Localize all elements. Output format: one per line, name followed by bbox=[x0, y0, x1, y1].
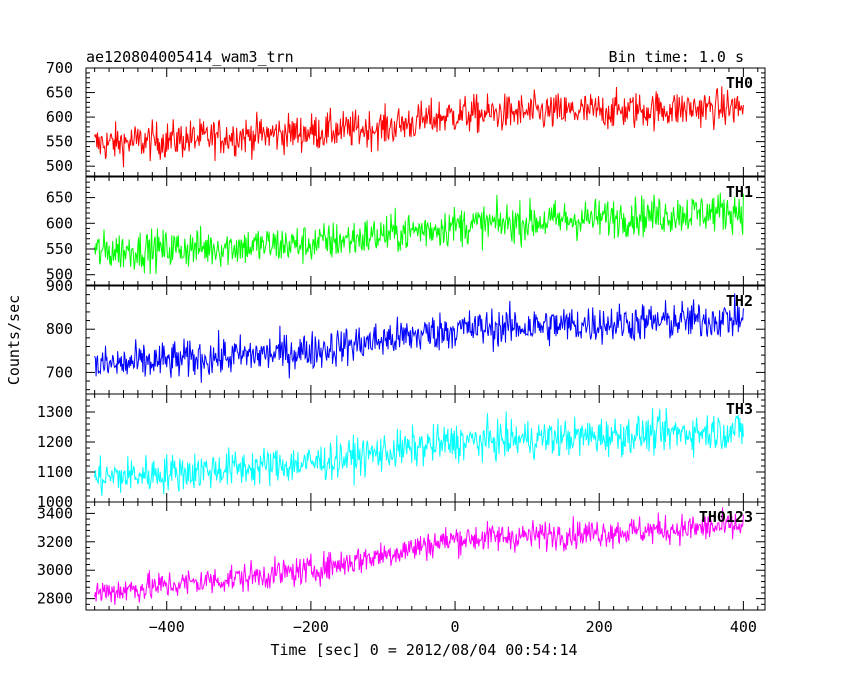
series-line-th0123 bbox=[94, 507, 744, 605]
y-tick-label: 650 bbox=[46, 84, 73, 102]
y-tick-label: 500 bbox=[46, 157, 73, 175]
channel-label: TH1 bbox=[726, 183, 753, 201]
panel-frame bbox=[85, 176, 766, 286]
x-tick-label: 400 bbox=[730, 618, 757, 636]
y-tick-label: 900 bbox=[46, 277, 73, 295]
panel-th1: 500 550 600 650 TH1 bbox=[46, 176, 766, 286]
y-tick-label: 3200 bbox=[37, 533, 73, 551]
channel-label: TH0123 bbox=[699, 508, 753, 526]
y-tick-label: 3400 bbox=[37, 504, 73, 522]
series-line-th1 bbox=[94, 192, 744, 275]
panel-frame bbox=[85, 501, 766, 611]
channel-label: TH3 bbox=[726, 400, 753, 418]
y-tick-label: 1000 bbox=[37, 493, 73, 511]
y-tick-label: 500 bbox=[46, 266, 73, 284]
y-tick-label: 1300 bbox=[37, 403, 73, 421]
series-line-th2 bbox=[94, 293, 744, 383]
y-tick-label: 1100 bbox=[37, 463, 73, 481]
panel-th0: 500 550 600 650 700 TH0 bbox=[46, 59, 766, 177]
y-tick-label: 3000 bbox=[37, 561, 73, 579]
y-tick-label: 550 bbox=[46, 133, 73, 151]
series-line-th3 bbox=[94, 407, 744, 496]
y-tick-label: 1200 bbox=[37, 433, 73, 451]
x-tick-label: −200 bbox=[293, 618, 329, 636]
y-tick-label: 650 bbox=[46, 189, 73, 207]
panel-th0123: 2800 3000 3200 3400 TH0123 bbox=[37, 501, 766, 611]
y-tick-label: 700 bbox=[46, 59, 73, 77]
y-axis-label: Counts/sec bbox=[5, 295, 23, 385]
panel-th3: 1000 1100 1200 1300 TH3 bbox=[37, 393, 766, 511]
x-tick-label: 0 bbox=[451, 618, 460, 636]
panel-frame bbox=[85, 285, 766, 395]
chart-title: ae120804005414_wam3_trn bbox=[86, 48, 294, 66]
x-tick-label: 200 bbox=[586, 618, 613, 636]
panel-th2: 700 800 900 TH2 bbox=[46, 277, 766, 395]
y-tick-label: 2800 bbox=[37, 590, 73, 608]
channel-label: TH0 bbox=[726, 74, 753, 92]
y-tick-label: 550 bbox=[46, 240, 73, 258]
x-tick-label: −400 bbox=[149, 618, 185, 636]
bin-time-label: Bin time: 1.0 s bbox=[609, 48, 744, 66]
channel-label: TH2 bbox=[726, 292, 753, 310]
series-line-th0 bbox=[94, 86, 744, 168]
y-tick-label: 600 bbox=[46, 214, 73, 232]
y-tick-label: 800 bbox=[46, 320, 73, 338]
y-tick-label: 600 bbox=[46, 108, 73, 126]
x-axis-label: Time [sec] 0 = 2012/08/04 00:54:14 bbox=[270, 641, 577, 659]
y-tick-label: 700 bbox=[46, 363, 73, 381]
panels: 500 550 600 650 700 TH0 500 550 600 650 TH1 700 800 9… bbox=[37, 59, 766, 636]
